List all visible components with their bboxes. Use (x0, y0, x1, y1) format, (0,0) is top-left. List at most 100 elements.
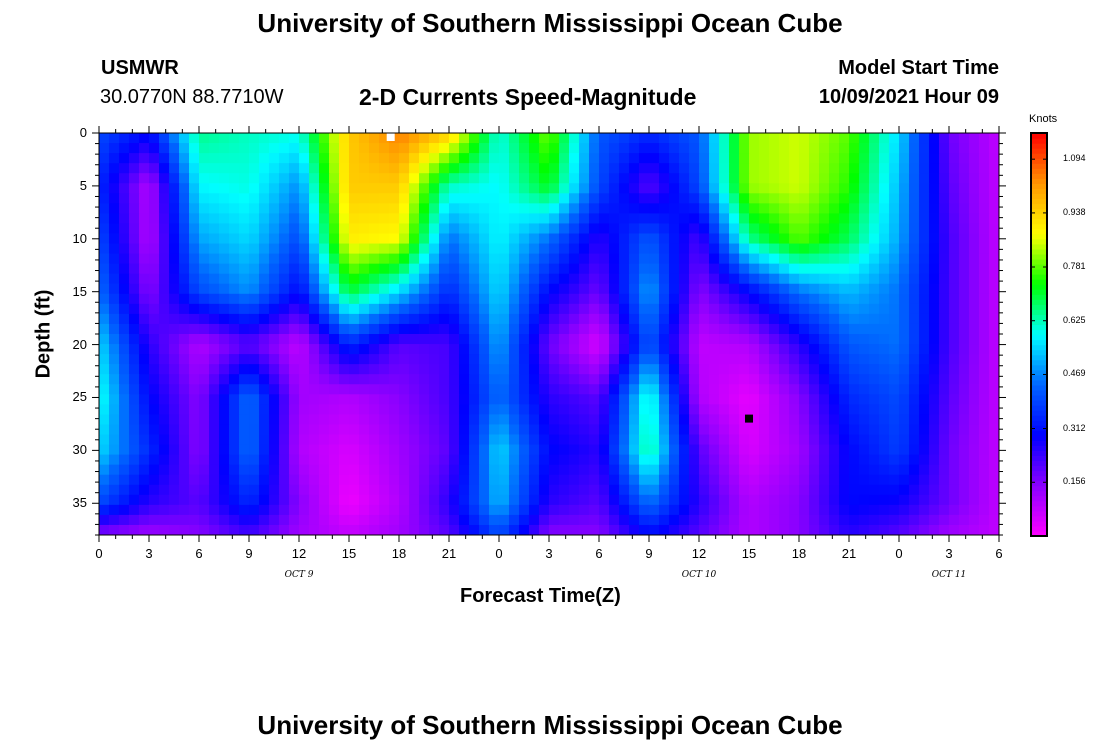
heatmap-cell (339, 484, 350, 496)
heatmap-cell (219, 444, 230, 456)
heatmap-cell (519, 514, 530, 526)
heatmap-cell (739, 233, 750, 245)
heatmap-cell (589, 514, 600, 526)
heatmap-cell (699, 283, 710, 295)
heatmap-cell (779, 323, 790, 335)
heatmap-cell (259, 414, 270, 426)
heatmap-cell (249, 213, 260, 225)
heatmap-cell (759, 323, 770, 335)
heatmap-cell (619, 484, 630, 496)
heatmap-cell (109, 414, 120, 426)
heatmap-cell (99, 213, 110, 225)
heatmap-cell (519, 243, 530, 255)
station-name: USMWR (101, 57, 179, 79)
colorbar-band (1031, 475, 1047, 482)
heatmap-cell (539, 484, 550, 496)
heatmap-cell (929, 253, 940, 265)
heatmap-cell (979, 253, 990, 265)
heatmap-cell (269, 273, 280, 285)
heatmap-cell (449, 494, 460, 506)
heatmap-cell (239, 524, 250, 535)
heatmap-cell (199, 133, 210, 144)
heatmap-cell (789, 364, 800, 375)
heatmap-cell (469, 143, 480, 154)
heatmap-cell (479, 163, 490, 174)
heatmap-cell (429, 434, 440, 446)
colorbar-band (1031, 410, 1047, 416)
heatmap-cell (249, 243, 260, 255)
heatmap-cell (989, 223, 999, 235)
heatmap-cell (209, 163, 220, 174)
heatmap-cell (879, 133, 890, 144)
heatmap-cell (399, 163, 410, 174)
heatmap-cell (489, 273, 500, 285)
heatmap-cell (619, 494, 630, 506)
heatmap-cell (389, 313, 400, 325)
heatmap-cell (469, 424, 480, 436)
heatmap-cell (569, 484, 580, 496)
heatmap-cell (829, 404, 840, 415)
heatmap-cell (579, 454, 590, 466)
heatmap-cell (469, 183, 480, 194)
heatmap-cell (159, 133, 170, 144)
heatmap-cell (859, 354, 870, 365)
heatmap-cell (509, 183, 520, 194)
heatmap-cell (819, 233, 830, 245)
heatmap-cell (489, 414, 500, 426)
heatmap-cell (699, 303, 710, 315)
heatmap-cell (409, 354, 420, 365)
heatmap-cell (319, 283, 330, 295)
heatmap-cell (149, 414, 160, 426)
heatmap-cell (789, 504, 800, 516)
heatmap-cell (919, 283, 930, 295)
heatmap-cell (539, 233, 550, 245)
heatmap-cell (689, 143, 700, 154)
heatmap-cell (819, 163, 830, 174)
heatmap-cell (929, 293, 940, 305)
heatmap-cell (669, 133, 680, 144)
heatmap-cell (909, 183, 920, 194)
colorbar-band (1031, 324, 1047, 331)
heatmap-cell (439, 223, 450, 235)
heatmap-cell (759, 313, 770, 325)
heatmap-cell (219, 404, 230, 415)
heatmap-cell (439, 243, 450, 255)
heatmap-cell (309, 133, 320, 144)
heatmap-cell (419, 484, 430, 496)
heatmap-cell (249, 424, 260, 436)
heatmap-cell (969, 293, 980, 305)
heatmap-cell (839, 434, 850, 446)
heatmap-cell (939, 223, 950, 235)
heatmap-cell (679, 394, 690, 405)
heatmap-cell (149, 153, 160, 164)
heatmap-cell (469, 364, 480, 375)
heatmap-cell (749, 484, 760, 496)
heatmap-cell (879, 474, 890, 486)
heatmap-cell (559, 153, 570, 164)
heatmap-cell (709, 303, 720, 315)
heatmap-cell (169, 173, 180, 184)
heatmap-cell (129, 394, 140, 405)
heatmap-cell (619, 243, 630, 255)
heatmap-cell (419, 444, 430, 456)
heatmap-cell (169, 474, 180, 486)
heatmap-cell (379, 293, 390, 305)
heatmap-cell (579, 203, 590, 214)
colorbar-band (1031, 500, 1047, 507)
heatmap-cell (629, 494, 640, 506)
heatmap-cell (689, 153, 700, 164)
heatmap-cell (679, 334, 690, 345)
heatmap-cell (99, 153, 110, 164)
heatmap-cell (339, 524, 350, 535)
heatmap-cell (349, 263, 360, 275)
heatmap-cell (179, 143, 190, 154)
heatmap-cell (519, 404, 530, 415)
heatmap-cell (609, 514, 620, 526)
heatmap-cell (969, 524, 980, 535)
heatmap-cell (179, 253, 190, 265)
heatmap-cell (229, 293, 240, 305)
heatmap-cell (149, 524, 160, 535)
heatmap-cell (439, 494, 450, 506)
heatmap-cell (499, 434, 510, 446)
heatmap-cell (979, 213, 990, 225)
